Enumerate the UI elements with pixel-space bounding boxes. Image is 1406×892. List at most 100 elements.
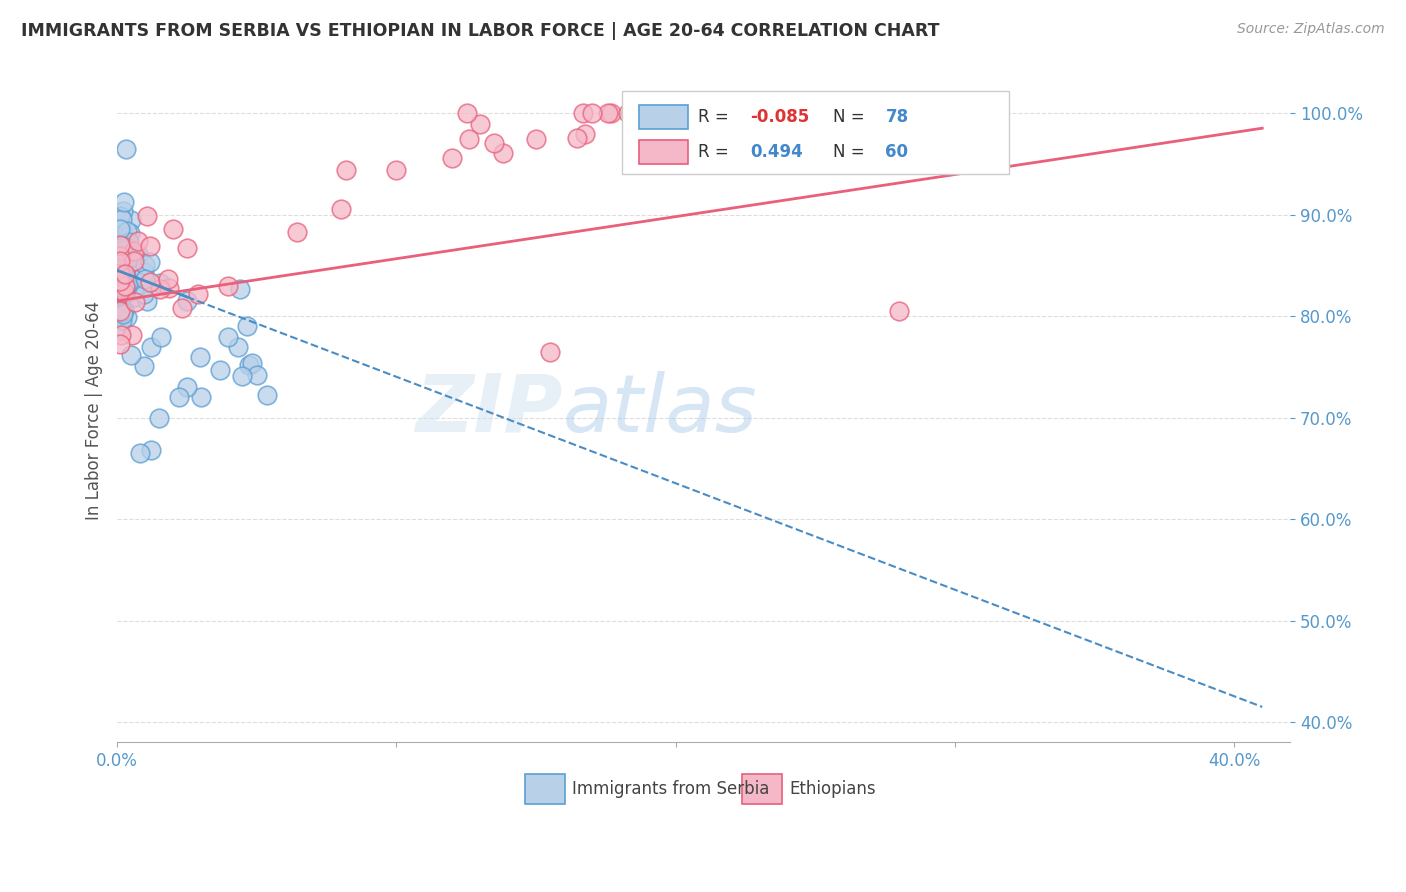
Text: 78: 78	[886, 108, 908, 126]
Point	[108, 239, 131, 253]
Point	[118, 227, 141, 241]
Point	[441, 151, 464, 165]
Point	[138, 239, 160, 253]
FancyBboxPatch shape	[640, 140, 689, 164]
Point	[148, 410, 170, 425]
Point	[457, 131, 479, 145]
Point	[456, 106, 478, 120]
Point	[121, 250, 143, 264]
Text: R =: R =	[697, 108, 734, 126]
Point	[187, 287, 209, 301]
Point	[112, 261, 135, 276]
Point	[176, 242, 198, 256]
Point	[139, 340, 162, 354]
Point	[112, 238, 135, 252]
Point	[600, 106, 623, 120]
Text: 0.494: 0.494	[751, 143, 803, 161]
Text: R =: R =	[697, 143, 740, 161]
Point	[114, 235, 136, 249]
Point	[115, 224, 138, 238]
Point	[538, 344, 561, 359]
Point	[149, 282, 172, 296]
Point	[818, 106, 841, 120]
Point	[114, 268, 136, 282]
Point	[720, 106, 742, 120]
Point	[240, 356, 263, 370]
Point	[209, 363, 232, 377]
Point	[127, 234, 149, 248]
Point	[139, 443, 162, 458]
Point	[482, 136, 505, 151]
Point	[136, 293, 159, 308]
FancyBboxPatch shape	[526, 774, 565, 804]
Point	[110, 336, 132, 351]
Point	[114, 141, 136, 155]
Point	[112, 304, 135, 318]
Point	[120, 212, 142, 227]
Point	[124, 291, 146, 305]
Point	[112, 305, 135, 319]
Text: Source: ZipAtlas.com: Source: ZipAtlas.com	[1237, 22, 1385, 37]
Point	[111, 289, 134, 303]
Point	[190, 390, 212, 404]
Point	[117, 310, 139, 325]
Point	[114, 258, 136, 272]
FancyBboxPatch shape	[640, 104, 689, 128]
Point	[108, 272, 131, 286]
Point	[114, 279, 136, 293]
Point	[112, 195, 135, 210]
Point	[238, 359, 260, 373]
Point	[134, 272, 156, 286]
Point	[114, 267, 136, 281]
Point	[176, 293, 198, 308]
Text: atlas: atlas	[562, 371, 758, 449]
Point	[112, 242, 135, 256]
Point	[806, 106, 828, 120]
Point	[108, 281, 131, 295]
Text: Ethiopians: Ethiopians	[789, 780, 876, 798]
Point	[108, 249, 131, 263]
Point	[728, 106, 751, 120]
Point	[596, 106, 619, 120]
Point	[162, 222, 184, 236]
Point	[717, 106, 740, 120]
Point	[783, 106, 806, 120]
Point	[132, 265, 155, 279]
Point	[118, 277, 141, 292]
Point	[217, 329, 239, 343]
Text: ZIP: ZIP	[416, 371, 562, 449]
Point	[167, 390, 190, 404]
Point	[156, 271, 179, 285]
Point	[574, 128, 596, 142]
Point	[121, 254, 143, 268]
Point	[779, 106, 801, 120]
Point	[285, 225, 308, 239]
Point	[157, 281, 180, 295]
Point	[111, 203, 134, 218]
Point	[112, 307, 135, 321]
Point	[108, 303, 131, 318]
Point	[132, 359, 155, 373]
Point	[111, 244, 134, 258]
Point	[108, 322, 131, 336]
Point	[115, 241, 138, 255]
Point	[470, 117, 492, 131]
Point	[111, 312, 134, 326]
Point	[524, 131, 547, 145]
Point	[117, 276, 139, 290]
Point	[820, 106, 842, 120]
Point	[617, 106, 640, 120]
Point	[762, 106, 785, 120]
Point	[110, 267, 132, 281]
Point	[335, 162, 357, 177]
Text: 60: 60	[886, 143, 908, 161]
Point	[114, 251, 136, 265]
Point	[110, 303, 132, 318]
Point	[117, 233, 139, 247]
Point	[108, 209, 131, 223]
Point	[567, 131, 589, 145]
Point	[114, 268, 136, 282]
Point	[217, 279, 239, 293]
FancyBboxPatch shape	[742, 774, 782, 804]
Point	[122, 283, 145, 297]
